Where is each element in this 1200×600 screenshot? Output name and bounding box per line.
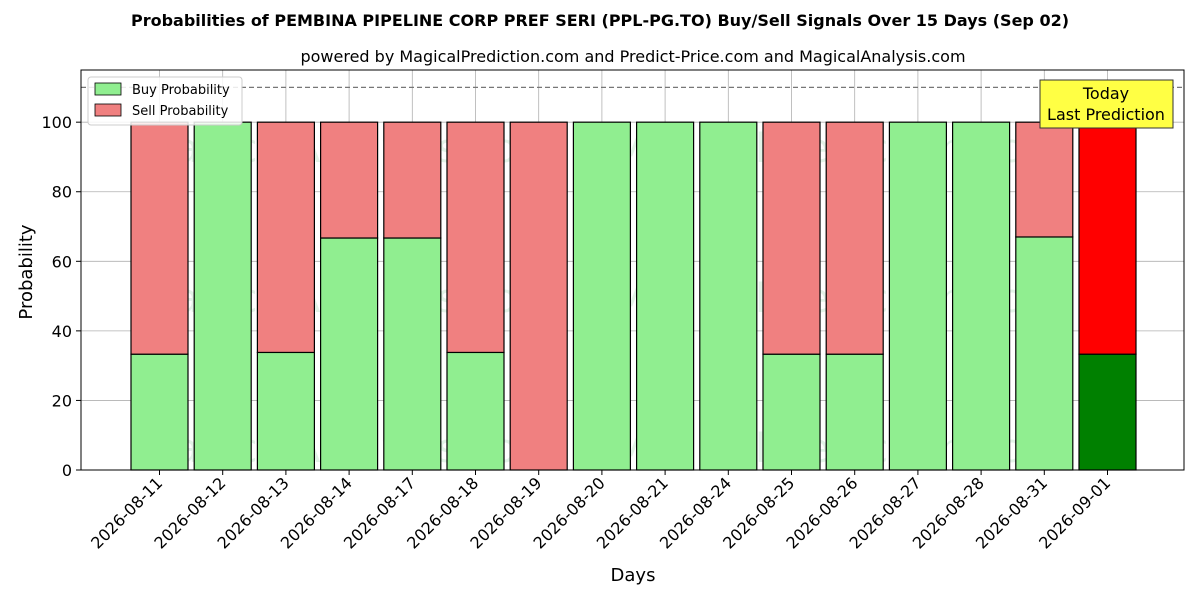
buy-bar <box>825 353 884 471</box>
buy-bar <box>1078 353 1137 471</box>
sell-bar <box>130 121 189 355</box>
buy-bar <box>383 237 442 471</box>
buy-bar <box>951 121 1011 471</box>
sell-bar <box>1078 121 1137 355</box>
y-tick-label: 0 <box>62 461 72 480</box>
today-annotation-line2: Last Prediction <box>1047 105 1165 124</box>
y-tick-label: 40 <box>52 322 72 341</box>
today-annotation: Today Last Prediction <box>1039 79 1174 129</box>
y-tick-label: 20 <box>52 391 72 410</box>
buy-bar <box>888 121 948 471</box>
buy-bar <box>572 121 632 471</box>
plot-area: MagicalAnalysis.comMagicalPrediction.com… <box>41 69 1185 553</box>
legend-swatch-sell <box>94 103 122 117</box>
buy-bar <box>446 351 505 471</box>
buy-bar <box>1015 236 1074 471</box>
buy-bar <box>699 121 758 471</box>
buy-bar <box>635 121 695 471</box>
chart-title: Probabilities of PEMBINA PIPELINE CORP P… <box>131 11 1069 30</box>
today-annotation-line1: Today <box>1082 84 1129 103</box>
legend-swatch-buy <box>94 82 122 96</box>
buy-bar <box>762 353 821 471</box>
sell-bar <box>383 121 442 239</box>
legend-label-sell: Sell Probability <box>132 104 229 119</box>
y-tick-label: 100 <box>41 113 72 132</box>
buy-bar <box>320 237 379 471</box>
buy-bar <box>130 353 189 471</box>
y-tick-label: 60 <box>52 252 72 271</box>
buy-bar <box>193 121 252 471</box>
legend-label-buy: Buy Probability <box>132 83 230 98</box>
buy-bar <box>256 351 315 471</box>
y-axis-label: Probability <box>16 224 37 319</box>
sell-bar <box>1015 121 1074 238</box>
chart-subtitle: powered by MagicalPrediction.com and Pre… <box>300 47 965 66</box>
sell-bar <box>509 121 568 471</box>
sell-bar <box>446 121 505 354</box>
sell-bar <box>320 121 379 239</box>
sell-bar <box>825 121 884 355</box>
today-annotation-box <box>1039 79 1174 129</box>
plot-frame <box>80 69 1185 471</box>
legend-box <box>87 76 243 126</box>
y-tick-label: 80 <box>52 183 72 202</box>
sell-bar <box>256 121 315 354</box>
sell-bar <box>762 121 821 355</box>
legend: Buy Probability Sell Probability <box>87 76 243 126</box>
x-axis-label: Days <box>611 565 656 586</box>
